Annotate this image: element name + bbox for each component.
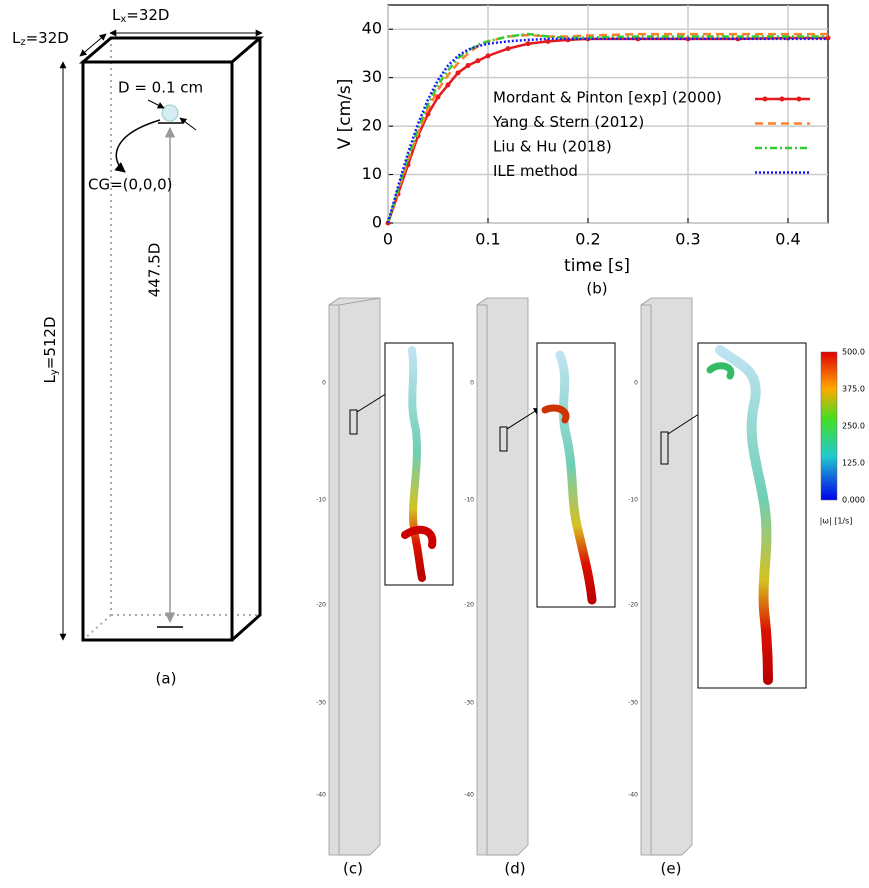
tube-tick-label: -40 — [628, 792, 638, 799]
tube-tick-label: -30 — [316, 700, 326, 707]
caption-e: (e) — [661, 860, 682, 878]
tube-tick-label: -30 — [628, 700, 638, 707]
data-point — [485, 53, 491, 59]
legend-label: Mordant & Pinton [exp] (2000) — [493, 89, 722, 107]
data-point — [465, 63, 471, 69]
colorbar-label: |ω| [1/s] — [820, 517, 853, 526]
data-point — [425, 111, 431, 117]
colorbar-tick-label: 500.0 — [842, 348, 865, 357]
caption-a: (a) — [156, 670, 177, 688]
caption-c: (c) — [343, 860, 363, 878]
ly-label: Ly=512D — [41, 316, 61, 383]
colorbar-tick-label: 125.0 — [842, 459, 865, 468]
x-axis-label: time [s] — [564, 256, 630, 276]
lz-label: Lz=32D — [12, 29, 69, 49]
diameter-label: D = 0.1 cm — [118, 79, 203, 97]
tube-tick-label: -40 — [316, 792, 326, 799]
colorbar-tick-label: 375.0 — [842, 385, 865, 394]
y-tick-label: 30 — [362, 67, 382, 86]
data-point — [435, 94, 441, 100]
x-tick-label: 0.1 — [475, 230, 500, 249]
tube-tick-label: -20 — [464, 602, 474, 609]
y-axis-label: V [cm/s] — [335, 79, 355, 150]
data-point — [475, 58, 481, 64]
data-point — [505, 46, 511, 52]
tube-tick-label: 0 — [322, 380, 326, 387]
cg-label: CG=(0,0,0) — [88, 176, 173, 194]
tube-tick-label: -30 — [464, 700, 474, 707]
x-tick-label: 0.2 — [575, 230, 600, 249]
legend-marker — [762, 96, 768, 102]
tube-tick-label: 0 — [634, 380, 638, 387]
lx-label: Lx=32D — [112, 6, 170, 26]
legend-marker — [779, 96, 785, 102]
tube-tick-label: -20 — [316, 602, 326, 609]
x-tick-label: 0.4 — [775, 230, 800, 249]
series-line — [386, 37, 828, 224]
x-tick-label: 0.3 — [675, 230, 700, 249]
tube-tick-label: -40 — [464, 792, 474, 799]
height-label: 447.5D — [146, 243, 164, 298]
x-tick-label: 0 — [383, 230, 393, 249]
y-tick-label: 0 — [372, 213, 382, 232]
data-point — [445, 82, 451, 88]
y-tick-label: 20 — [362, 116, 382, 135]
series-line — [386, 32, 828, 224]
legend-marker — [796, 96, 802, 102]
legend-label: ILE method — [493, 162, 578, 180]
colorbar-tick-label: 250.0 — [842, 422, 865, 431]
line-chart: 0 10 20 30 40 0 0.1 0.2 0.3 0.4 Mordant & Pinton [… — [362, 5, 831, 249]
legend-label: Yang & Stern (2012) — [492, 113, 644, 131]
tube-tick-label: -10 — [628, 497, 638, 504]
y-tick-label: 40 — [362, 19, 382, 38]
data-point — [455, 70, 461, 76]
tube-tick-label: -20 — [628, 602, 638, 609]
caption-d: (d) — [504, 860, 525, 878]
tube-tick-label: -10 — [316, 497, 326, 504]
colorbar-tick-label: 0.000 — [842, 496, 865, 505]
y-tick-label: 10 — [362, 164, 382, 183]
panel-labels: 0 -10 -20 -30 -40 0 -10 -20 -30 -40 0 -10 -20 -30 -40 5… — [316, 348, 865, 799]
tube-tick-label: -10 — [464, 497, 474, 504]
tube-tick-label: 0 — [470, 380, 474, 387]
caption-b: (b) — [586, 280, 607, 298]
legend-label: Liu & Hu (2018) — [493, 138, 612, 156]
data-point — [525, 41, 531, 47]
simulation-panels — [328, 297, 838, 856]
schematic — [59, 29, 265, 642]
